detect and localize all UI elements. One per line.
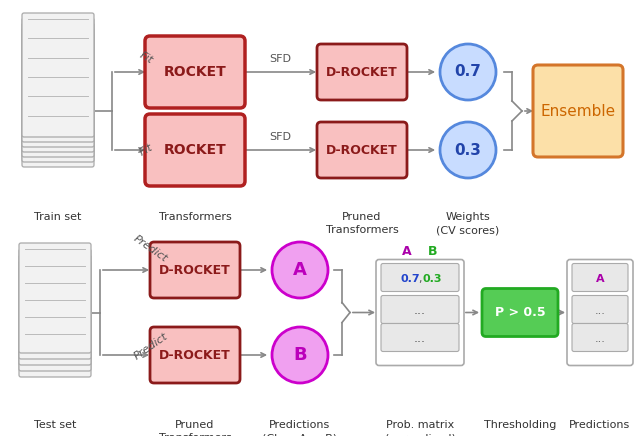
Text: Predict: Predict bbox=[132, 331, 170, 362]
Text: 0.7: 0.7 bbox=[400, 273, 420, 283]
Text: Train set: Train set bbox=[35, 212, 82, 222]
FancyBboxPatch shape bbox=[22, 28, 94, 152]
Text: D-ROCKET: D-ROCKET bbox=[159, 348, 231, 361]
Text: 0.7: 0.7 bbox=[454, 65, 481, 79]
FancyBboxPatch shape bbox=[317, 44, 407, 100]
FancyBboxPatch shape bbox=[533, 65, 623, 157]
Circle shape bbox=[272, 327, 328, 383]
FancyBboxPatch shape bbox=[150, 327, 240, 383]
Text: Ensemble: Ensemble bbox=[540, 103, 616, 119]
FancyBboxPatch shape bbox=[22, 43, 94, 167]
Text: A: A bbox=[402, 245, 412, 258]
Text: ...: ... bbox=[595, 334, 605, 344]
Text: 0.3: 0.3 bbox=[422, 273, 442, 283]
Text: Predict: Predict bbox=[132, 233, 170, 264]
Text: ROCKET: ROCKET bbox=[164, 65, 227, 79]
Text: D-ROCKET: D-ROCKET bbox=[159, 263, 231, 276]
Text: ROCKET: ROCKET bbox=[164, 143, 227, 157]
Text: SFD: SFD bbox=[269, 54, 291, 64]
FancyBboxPatch shape bbox=[22, 13, 94, 137]
Text: Prob. matrix
(normalized): Prob. matrix (normalized) bbox=[385, 420, 456, 436]
FancyBboxPatch shape bbox=[381, 263, 459, 292]
Text: Predictions
(Class A or B): Predictions (Class A or B) bbox=[262, 420, 337, 436]
FancyBboxPatch shape bbox=[22, 18, 94, 142]
FancyBboxPatch shape bbox=[145, 36, 245, 108]
FancyBboxPatch shape bbox=[381, 324, 459, 351]
Text: ,: , bbox=[419, 273, 422, 283]
FancyBboxPatch shape bbox=[572, 296, 628, 324]
Text: Pruned
Transformers: Pruned Transformers bbox=[159, 420, 232, 436]
Text: ...: ... bbox=[414, 304, 426, 317]
FancyBboxPatch shape bbox=[19, 267, 91, 377]
FancyBboxPatch shape bbox=[19, 255, 91, 365]
Circle shape bbox=[440, 122, 496, 178]
Text: ...: ... bbox=[595, 306, 605, 316]
FancyBboxPatch shape bbox=[19, 249, 91, 359]
Text: D-ROCKET: D-ROCKET bbox=[326, 65, 398, 78]
Text: Pruned
Transformers: Pruned Transformers bbox=[326, 212, 398, 235]
FancyBboxPatch shape bbox=[145, 114, 245, 186]
Circle shape bbox=[440, 44, 496, 100]
FancyBboxPatch shape bbox=[482, 289, 558, 337]
Text: Transformers: Transformers bbox=[159, 212, 232, 222]
FancyBboxPatch shape bbox=[317, 122, 407, 178]
Text: ...: ... bbox=[414, 332, 426, 345]
Text: Predictions: Predictions bbox=[570, 420, 630, 430]
Text: B: B bbox=[428, 245, 438, 258]
FancyBboxPatch shape bbox=[19, 261, 91, 371]
Text: SFD: SFD bbox=[269, 132, 291, 142]
FancyBboxPatch shape bbox=[381, 296, 459, 324]
Text: Test set: Test set bbox=[34, 420, 76, 430]
FancyBboxPatch shape bbox=[22, 23, 94, 147]
Circle shape bbox=[272, 242, 328, 298]
FancyBboxPatch shape bbox=[22, 33, 94, 157]
Text: P > 0.5: P > 0.5 bbox=[495, 306, 545, 319]
Text: B: B bbox=[293, 346, 307, 364]
FancyBboxPatch shape bbox=[572, 263, 628, 292]
FancyBboxPatch shape bbox=[22, 38, 94, 162]
Text: 0.3: 0.3 bbox=[454, 143, 481, 157]
Text: A: A bbox=[293, 261, 307, 279]
FancyBboxPatch shape bbox=[572, 324, 628, 351]
FancyBboxPatch shape bbox=[150, 242, 240, 298]
Text: D-ROCKET: D-ROCKET bbox=[326, 143, 398, 157]
Text: Fit: Fit bbox=[138, 143, 155, 158]
Text: Fit: Fit bbox=[138, 51, 155, 66]
FancyBboxPatch shape bbox=[19, 243, 91, 353]
Text: Thresholding: Thresholding bbox=[484, 420, 556, 430]
Text: A: A bbox=[596, 273, 604, 283]
Text: Weights
(CV scores): Weights (CV scores) bbox=[436, 212, 500, 235]
